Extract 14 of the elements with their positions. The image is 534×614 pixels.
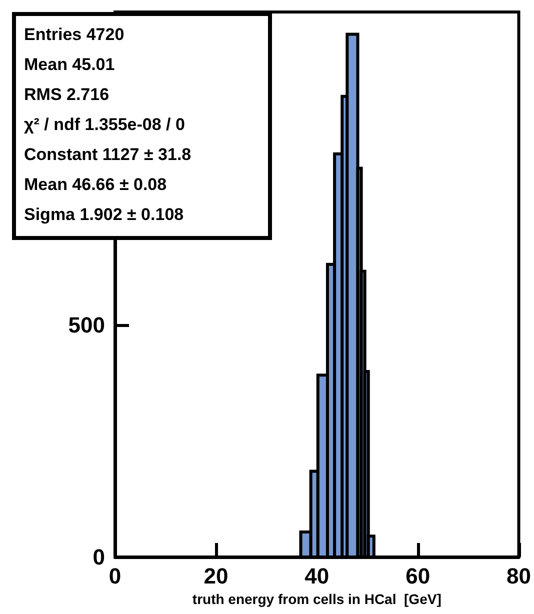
text: Mean 45.01 <box>24 55 115 74</box>
annotation: Sigma 1.902 ± 0.108 <box>23 204 185 226</box>
x-tick-label: 60 <box>406 564 430 588</box>
x-tick-label: 40 <box>304 564 330 588</box>
x-axis-title: truth energy from cells in HCal [GeV] <box>192 590 442 607</box>
annotation: Constant 1127 ± 31.8 <box>23 144 192 166</box>
x-tick-label: 80 <box>506 564 532 588</box>
annotation: Entries 4720 <box>23 24 126 46</box>
x-tick-label: 20 <box>204 564 228 588</box>
annotation: χ² / ndf 1.355e-08 / 0 <box>23 114 186 136</box>
text: RMS 2.716 <box>24 85 110 104</box>
y-tick-label: 500 <box>68 312 105 338</box>
x-tick-label: 0 <box>108 564 122 588</box>
annotation: Mean 46.66 ± 0.08 <box>23 174 168 196</box>
